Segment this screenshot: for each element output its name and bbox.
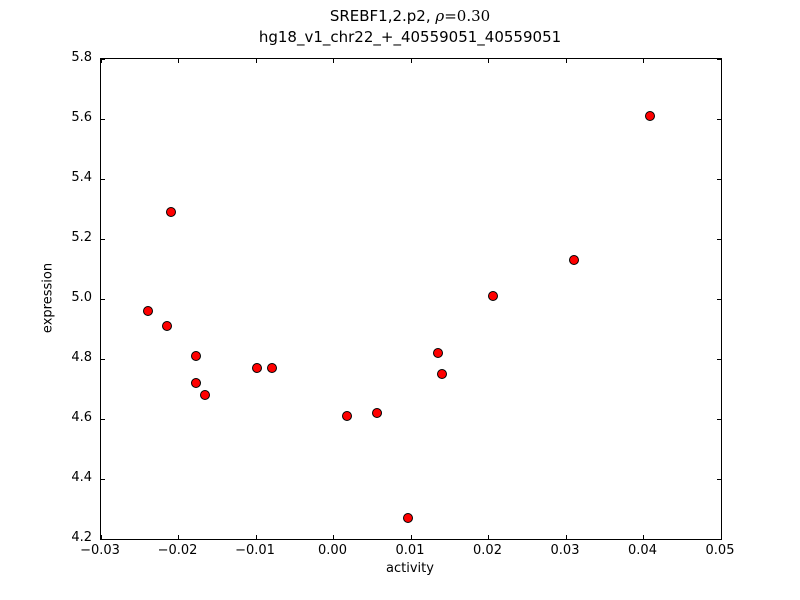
y-tick-left	[101, 118, 105, 120]
data-point	[341, 411, 352, 421]
chart-subtitle: hg18_v1_chr22_+_40559051_40559051	[258, 28, 562, 46]
x-tick-top	[333, 59, 334, 63]
data-point	[165, 207, 176, 217]
x-tick-label: 0.02	[473, 543, 502, 558]
data-point	[437, 369, 447, 379]
y-tick-label: 4.2	[71, 530, 92, 545]
y-tick-left	[101, 538, 105, 540]
data-point	[644, 111, 655, 121]
x-tick-top	[255, 59, 257, 63]
y-tick-label: 4.4	[71, 470, 92, 485]
x-tick-top	[720, 59, 722, 63]
y-tick-left	[101, 238, 105, 240]
data-point	[568, 255, 579, 265]
y-tick-label: 5.6	[71, 110, 92, 125]
x-tick-bottom	[565, 535, 567, 539]
x-tick-label: 0.00	[318, 543, 347, 558]
y-tick-label: 5.8	[71, 50, 92, 65]
x-tick-bottom	[488, 535, 489, 539]
rho-value: =0.30	[444, 7, 491, 25]
data-point	[191, 378, 202, 388]
y-tick-right	[717, 358, 721, 360]
chart-title: SREBF1,2.p2, ρ=0.30	[100, 6, 720, 27]
data-point	[161, 321, 172, 331]
y-tick-label: 5.4	[71, 170, 92, 185]
x-tick-bottom	[255, 535, 257, 539]
x-tick-label: 0.01	[395, 543, 425, 558]
data-point	[371, 408, 382, 418]
data-point	[488, 291, 499, 301]
x-tick-bottom	[643, 535, 644, 539]
data-point	[199, 390, 210, 400]
chart-title-block: SREBF1,2.p2, ρ=0.30 hg18_v1_chr22_+_4055…	[100, 6, 720, 48]
x-tick-bottom	[410, 535, 412, 539]
y-tick-left	[101, 178, 105, 180]
x-tick-top	[565, 59, 567, 63]
x-tick-bottom	[178, 535, 179, 539]
x-tick-label: 0.05	[705, 543, 735, 558]
x-tick-label: −0.02	[157, 543, 198, 558]
y-tick-right	[717, 118, 721, 120]
plot-area	[100, 58, 722, 540]
y-tick-label: 4.8	[71, 350, 92, 365]
x-tick-bottom	[100, 535, 102, 539]
y-tick-right	[717, 538, 721, 540]
x-axis-label: activity	[386, 561, 434, 576]
y-tick-right	[717, 298, 721, 300]
y-tick-left	[101, 298, 105, 300]
y-tick-right	[717, 238, 721, 240]
y-tick-left	[101, 58, 105, 60]
x-tick-top	[178, 59, 179, 63]
data-point	[402, 513, 413, 523]
chart-title-prefix: SREBF1,2.p2,	[329, 7, 436, 25]
y-tick-label: 5.0	[71, 290, 92, 305]
x-tick-bottom	[333, 535, 334, 539]
x-tick-label: 0.04	[628, 543, 657, 558]
data-point	[267, 363, 278, 373]
y-tick-left	[101, 418, 105, 420]
data-point	[433, 348, 444, 358]
x-tick-top	[410, 59, 412, 63]
x-tick-label: −0.01	[235, 543, 275, 558]
x-tick-top	[488, 59, 489, 63]
y-tick-left	[101, 358, 105, 360]
y-tick-right	[717, 178, 721, 180]
x-tick-label: −0.03	[80, 543, 120, 558]
data-point	[142, 306, 153, 316]
x-tick-top	[643, 59, 644, 63]
y-tick-label: 5.2	[71, 230, 92, 245]
data-point	[191, 351, 202, 361]
y-tick-right	[717, 58, 721, 60]
y-tick-left	[101, 478, 105, 480]
y-tick-right	[717, 478, 721, 480]
y-tick-right	[717, 418, 721, 420]
x-tick-label: 0.03	[550, 543, 580, 558]
y-tick-label: 4.6	[71, 410, 92, 425]
x-tick-bottom	[720, 535, 722, 539]
data-point	[251, 363, 262, 373]
x-tick-top	[100, 59, 102, 63]
rho-symbol: ρ	[435, 7, 445, 25]
